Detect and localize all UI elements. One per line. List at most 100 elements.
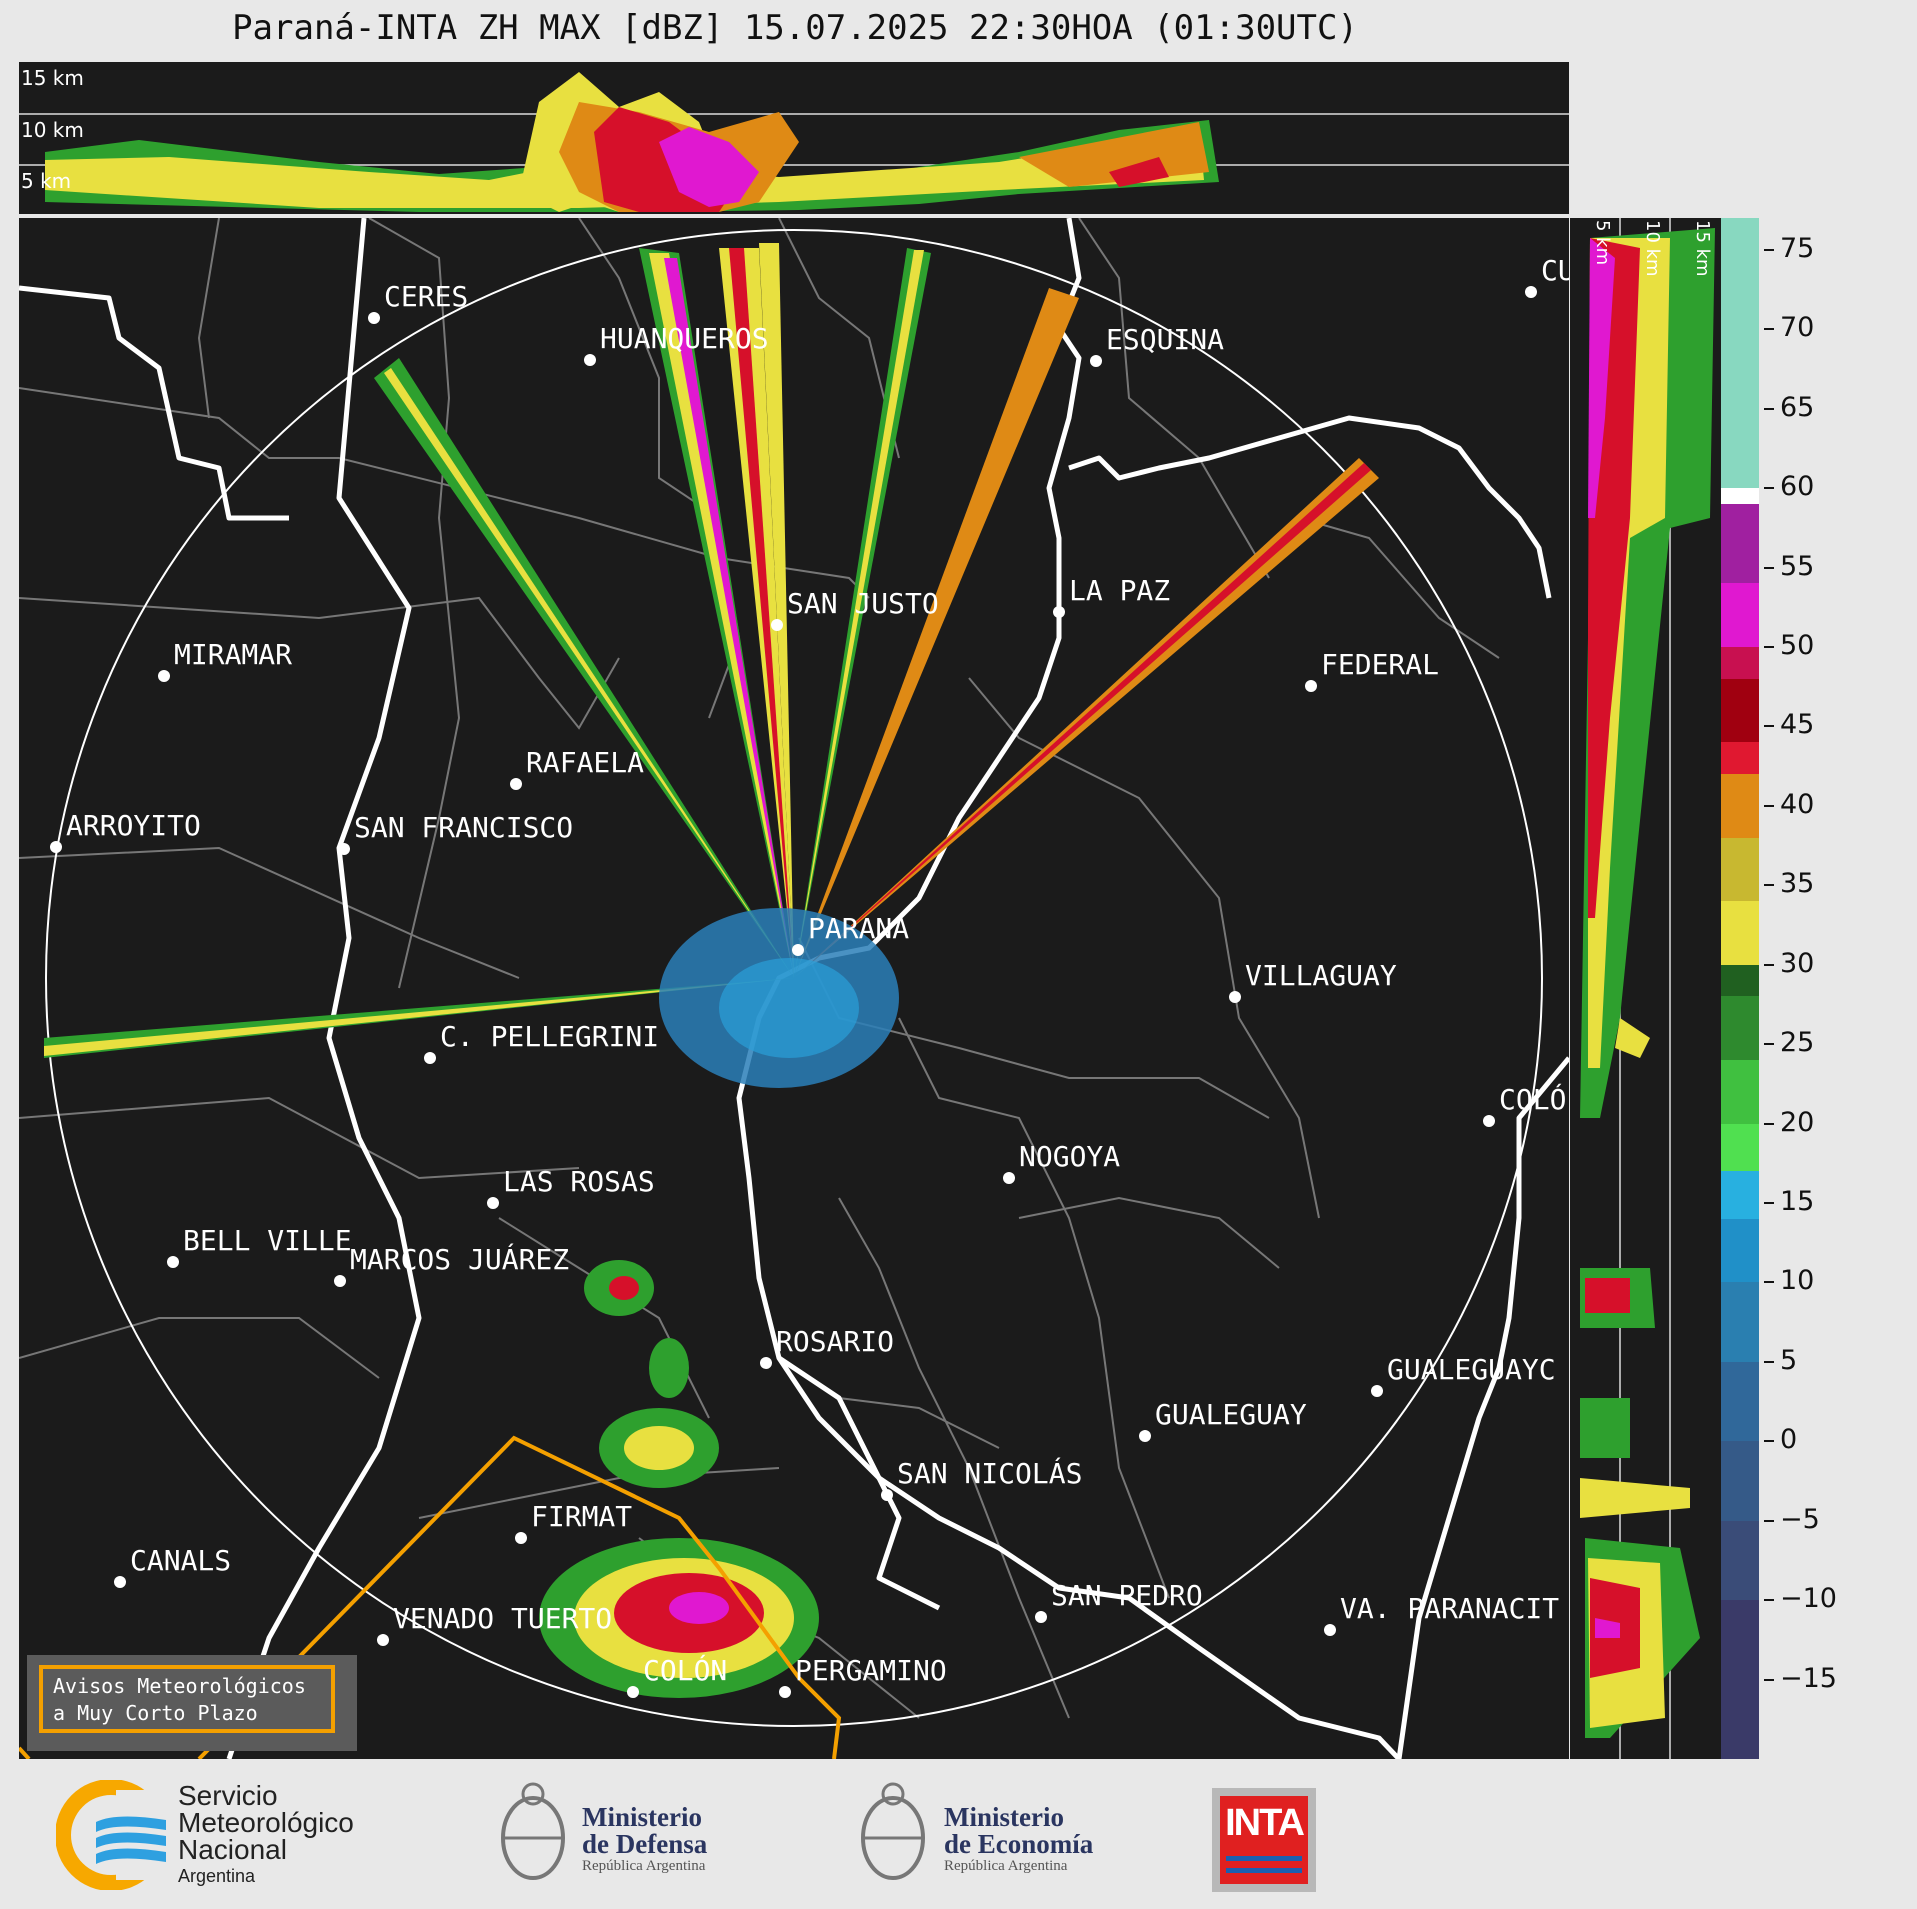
city-label-villaguay: VILLAGUAY bbox=[1245, 959, 1397, 992]
city-label-huanqueros: HUANQUEROS bbox=[600, 322, 769, 355]
colorbar-band bbox=[1721, 1600, 1759, 1759]
altitude-label-5km: 5 km bbox=[21, 169, 72, 193]
city-dot bbox=[1053, 606, 1065, 618]
colorbar-band bbox=[1721, 1218, 1759, 1283]
city-label-venado-tuerto: VENADO TUERTO bbox=[393, 1602, 613, 1635]
colorbar-band bbox=[1721, 1361, 1759, 1442]
colorbar-band bbox=[1721, 1059, 1759, 1124]
city-dot bbox=[50, 841, 62, 853]
coat-of-arms-icon bbox=[501, 1782, 565, 1880]
city-label-bell-ville: BELL VILLE bbox=[183, 1224, 352, 1257]
colorbar-tick-label: 15 bbox=[1780, 1185, 1815, 1217]
radar-echoes bbox=[44, 243, 1379, 1698]
colorbar-band bbox=[1721, 488, 1759, 504]
right-cross-section: 5 km 10 km 15 km bbox=[1570, 218, 1721, 1759]
smn-logo-icon bbox=[56, 1780, 166, 1890]
city-label-federal: FEDERAL bbox=[1321, 648, 1440, 681]
colorbar-band bbox=[1721, 901, 1759, 965]
right-cross-section-echoes bbox=[1580, 218, 1715, 1759]
colorbar-tick-label: −10 bbox=[1780, 1583, 1837, 1615]
colorbar-band bbox=[1721, 1441, 1759, 1521]
colorbar-tick-label: 20 bbox=[1780, 1106, 1815, 1138]
colorbar-tick-label: 5 bbox=[1780, 1344, 1798, 1376]
altitude-label-10km: 10 km bbox=[21, 118, 84, 142]
city-dot bbox=[338, 843, 350, 855]
colorbar-tick-label: −15 bbox=[1780, 1662, 1837, 1694]
colorbar-band bbox=[1721, 996, 1759, 1060]
warning-polygon bbox=[197, 1435, 842, 1759]
colorbar-tick bbox=[1764, 1519, 1774, 1522]
colorbar-tick-label: −5 bbox=[1780, 1503, 1820, 1535]
colorbar-tick bbox=[1764, 1201, 1774, 1204]
city-dot bbox=[1003, 1172, 1015, 1184]
colorbar-band bbox=[1721, 964, 1759, 997]
colorbar-tick bbox=[1764, 1440, 1774, 1443]
city-dot bbox=[114, 1576, 126, 1588]
warning-legend-line2: a Muy Corto Plazo bbox=[53, 1701, 258, 1725]
city-dot bbox=[167, 1256, 179, 1268]
city-dot bbox=[779, 1686, 791, 1698]
city-label-va-paranacit: VA. PARANACIT bbox=[1340, 1592, 1560, 1625]
colorbar-band bbox=[1721, 1282, 1759, 1362]
city-label-cu: CU bbox=[1541, 254, 1569, 287]
city-label-san-pedro: SAN PEDRO bbox=[1051, 1579, 1203, 1612]
altitude-label-v-5km: 5 km bbox=[1592, 220, 1613, 266]
colorbar-tick bbox=[1764, 884, 1774, 887]
colorbar-tick-label: 75 bbox=[1780, 232, 1815, 264]
city-label-san-francisco: SAN FRANCISCO bbox=[354, 811, 574, 844]
city-dot bbox=[1371, 1385, 1383, 1397]
colorbar-tick-label: 30 bbox=[1780, 947, 1815, 979]
city-label-san-nicolas: SAN NICOLÁS bbox=[897, 1457, 1083, 1490]
colorbar-tick bbox=[1764, 725, 1774, 728]
warning-legend-line1: Avisos Meteorológicos bbox=[53, 1674, 306, 1698]
city-dot bbox=[1305, 680, 1317, 692]
city-dot bbox=[1324, 1624, 1336, 1636]
inta-logo: INTA bbox=[1212, 1788, 1316, 1892]
warning-legend: Avisos Meteorológicos a Muy Corto Plazo bbox=[27, 1655, 357, 1751]
city-dot bbox=[1090, 355, 1102, 367]
city-label-gualeguayc: GUALEGUAYC bbox=[1387, 1353, 1556, 1386]
colorbar-tick-label: 45 bbox=[1780, 709, 1815, 741]
top-cross-section: 15 km 10 km 5 km bbox=[19, 62, 1569, 214]
city-label-arroyito: ARROYITO bbox=[66, 809, 201, 842]
colorbar-band bbox=[1721, 742, 1759, 775]
reflectivity-colorbar bbox=[1721, 218, 1759, 1759]
colorbar-band bbox=[1721, 678, 1759, 743]
colorbar-band bbox=[1721, 837, 1759, 902]
city-dot bbox=[368, 312, 380, 324]
city-label-colo: COLÓ bbox=[1499, 1083, 1567, 1116]
city-dot bbox=[1229, 991, 1241, 1003]
altitude-label-v-15km: 15 km bbox=[1692, 220, 1713, 277]
colorbar-tick bbox=[1764, 804, 1774, 807]
colorbar-tick bbox=[1764, 248, 1774, 251]
colorbar-band bbox=[1721, 218, 1759, 489]
altitude-label-15km: 15 km bbox=[21, 66, 84, 90]
city-dot bbox=[627, 1686, 639, 1698]
city-label-rafaela: RAFAELA bbox=[526, 746, 645, 779]
city-dot bbox=[1139, 1430, 1151, 1442]
city-label-rosario: ROSARIO bbox=[776, 1325, 895, 1358]
colorbar-band bbox=[1721, 774, 1759, 838]
colorbar-band bbox=[1721, 1123, 1759, 1172]
city-dot bbox=[792, 944, 804, 956]
city-label-pergamino: PERGAMINO bbox=[795, 1654, 947, 1687]
colorbar-tick bbox=[1764, 407, 1774, 410]
colorbar-band bbox=[1721, 1520, 1759, 1601]
city-dot bbox=[515, 1532, 527, 1544]
page-title: Paraná-INTA ZH MAX [dBZ] 15.07.2025 22:3… bbox=[232, 8, 1358, 48]
colorbar-tick-label: 50 bbox=[1780, 629, 1815, 661]
colorbar-tick-label: 0 bbox=[1780, 1424, 1798, 1456]
colorbar-tick bbox=[1764, 487, 1774, 490]
colorbar-tick bbox=[1764, 566, 1774, 569]
colorbar-tick-label: 70 bbox=[1780, 312, 1815, 344]
city-dot bbox=[424, 1052, 436, 1064]
colorbar-tick bbox=[1764, 1678, 1774, 1681]
economia-logo-text: Ministerio de Economía República Argenti… bbox=[944, 1802, 1094, 1875]
city-dot bbox=[1035, 1611, 1047, 1623]
colorbar-band bbox=[1721, 503, 1759, 584]
city-label-colon: COLÓN bbox=[643, 1654, 728, 1687]
colorbar-tick bbox=[1764, 1360, 1774, 1363]
city-label-san-justo: SAN JUSTO bbox=[787, 587, 939, 620]
colorbar-tick-label: 35 bbox=[1780, 868, 1815, 900]
coat-of-arms-icon bbox=[861, 1782, 925, 1880]
